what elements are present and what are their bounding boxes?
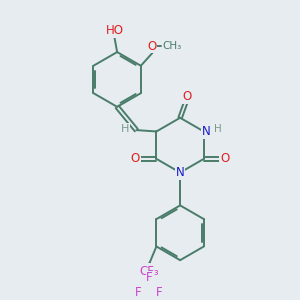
Text: F: F bbox=[146, 271, 153, 284]
Text: F: F bbox=[156, 286, 163, 298]
Text: O: O bbox=[220, 152, 230, 165]
Text: O: O bbox=[147, 40, 156, 52]
Text: N: N bbox=[176, 166, 184, 179]
Text: H: H bbox=[214, 124, 222, 134]
Text: H: H bbox=[121, 124, 129, 134]
Text: F: F bbox=[135, 286, 142, 298]
Text: CH₃: CH₃ bbox=[163, 41, 182, 51]
Text: N: N bbox=[202, 125, 211, 138]
Text: HO: HO bbox=[105, 24, 123, 37]
Text: CF₃: CF₃ bbox=[140, 265, 159, 278]
Text: O: O bbox=[182, 90, 192, 103]
Text: O: O bbox=[131, 152, 140, 165]
